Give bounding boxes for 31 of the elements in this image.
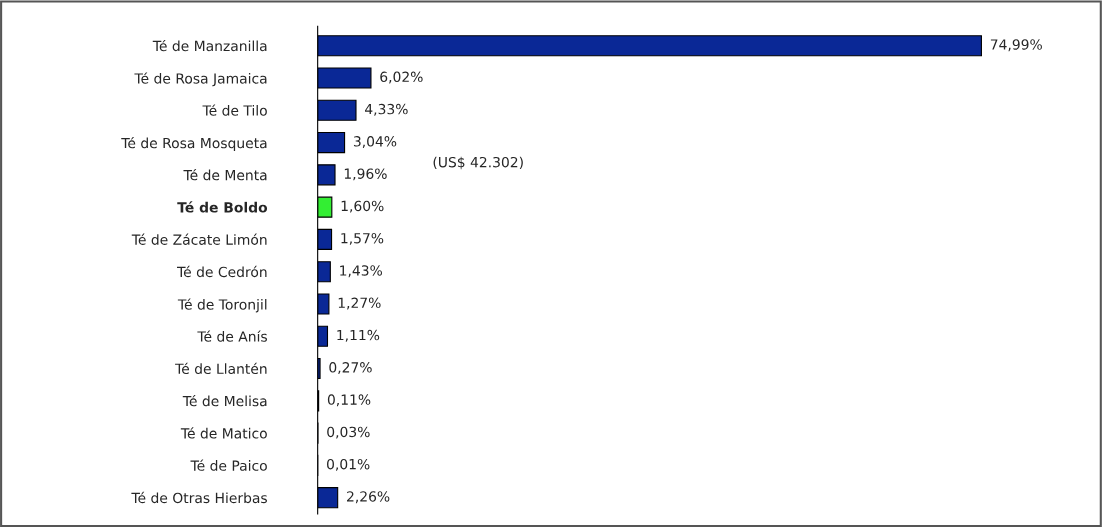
y-tick-label: Té de Tilo [202, 104, 267, 116]
data-label: 0,01% [327, 458, 370, 471]
y-tick-label: Té de Boldo [177, 201, 268, 213]
y-tick-label: Té de Manzanilla [152, 39, 267, 52]
y-tick-label: Té de Menta [183, 169, 267, 181]
y-tick-label: Té de Otras Hierbas [131, 491, 267, 504]
y-tick-label: Té de Anís [197, 330, 267, 342]
data-label: 4,33% [365, 103, 408, 116]
y-tick-label: Té de Toronjil [177, 298, 267, 313]
data-label: 1,11% [337, 329, 380, 342]
y-tick-label: Té de Zácate Limón [131, 233, 267, 245]
data-label: 1,96% [344, 168, 387, 181]
data-label: 1,57% [341, 232, 384, 245]
y-tick-label: Té de Cedrón [177, 265, 267, 278]
data-label: 0,03% [327, 426, 370, 439]
data-label: 1,27% [338, 297, 381, 310]
data-label: 1,43% [340, 265, 383, 278]
data-label: 74,99% [990, 39, 1042, 52]
annotation: (US$ 42.302) [433, 156, 523, 170]
y-tick-label: Té de Rosa Jamaica [134, 72, 267, 87]
data-label: 1,60% [341, 200, 384, 213]
y-tick-label: Té de Llantén [175, 362, 267, 375]
data-label: 0,27% [329, 362, 372, 374]
y-tick-label: Té de Matico [180, 427, 267, 439]
y-tick-label: Té de Melisa [182, 395, 267, 407]
y-tick-label: Té de Paico [190, 459, 267, 471]
data-label: 0,11% [327, 394, 371, 407]
data-label: 2,26% [347, 491, 390, 504]
data-label: 6,02% [380, 71, 423, 84]
data-label: 3,04% [353, 136, 397, 149]
y-tick-label: Té de Rosa Mosqueta [121, 137, 267, 152]
